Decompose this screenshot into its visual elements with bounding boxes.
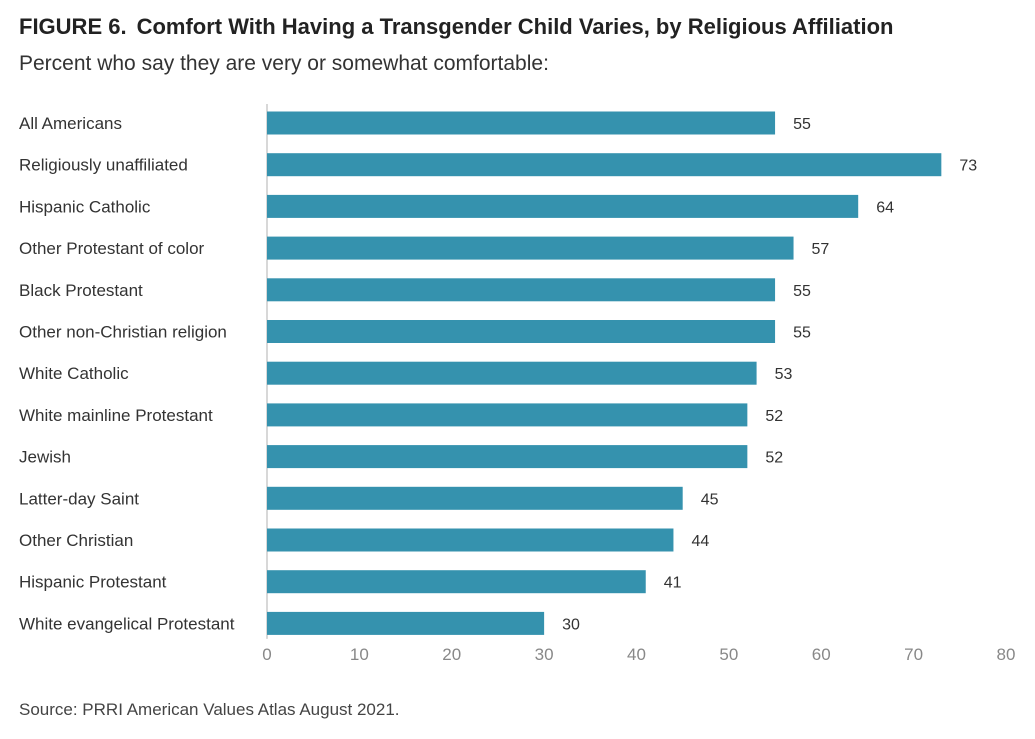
category-label: Jewish bbox=[19, 448, 71, 467]
bar bbox=[267, 361, 757, 385]
chart-title: Comfort With Having a Transgender Child … bbox=[136, 14, 894, 39]
figure-number: FIGURE 6. bbox=[19, 14, 127, 39]
figure-title: FIGURE 6. Comfort With Having a Transgend… bbox=[19, 14, 893, 40]
x-tick-label: 10 bbox=[350, 645, 369, 664]
bar bbox=[267, 194, 859, 218]
bar bbox=[267, 153, 942, 177]
x-tick-label: 20 bbox=[442, 645, 461, 664]
data-label: 55 bbox=[793, 116, 811, 133]
data-label: 52 bbox=[765, 408, 783, 425]
category-label: Hispanic Catholic bbox=[19, 197, 151, 216]
bar-chart: All Americans 55 Religiously unaffiliated 7… bbox=[19, 104, 1016, 664]
x-tick-label: 30 bbox=[535, 645, 554, 664]
bar bbox=[267, 570, 646, 594]
category-label: Other Christian bbox=[19, 531, 133, 550]
data-label: 44 bbox=[691, 533, 709, 550]
x-tick-label: 50 bbox=[719, 645, 738, 664]
bar bbox=[267, 111, 776, 135]
data-label: 30 bbox=[562, 616, 580, 633]
bar bbox=[267, 278, 776, 302]
category-label: White evangelical Protestant bbox=[19, 614, 235, 633]
data-label: 55 bbox=[793, 325, 811, 342]
bar bbox=[267, 445, 748, 469]
category-label: White mainline Protestant bbox=[19, 406, 213, 425]
category-label: Hispanic Protestant bbox=[19, 573, 167, 592]
bar bbox=[267, 486, 683, 510]
source-note: Source: PRRI American Values Atlas Augus… bbox=[19, 700, 400, 719]
bar bbox=[267, 403, 748, 427]
bar bbox=[267, 236, 794, 260]
data-label: 73 bbox=[959, 158, 977, 175]
x-tick-label: 0 bbox=[262, 645, 271, 664]
data-label: 41 bbox=[664, 575, 682, 592]
category-label: All Americans bbox=[19, 114, 122, 133]
bar bbox=[267, 528, 674, 552]
category-label: Latter-day Saint bbox=[19, 489, 139, 508]
x-tick-label: 40 bbox=[627, 645, 646, 664]
category-label: Other non-Christian religion bbox=[19, 323, 227, 342]
data-label: 53 bbox=[775, 366, 793, 383]
bar bbox=[267, 320, 776, 343]
category-label: Other Protestant of color bbox=[19, 239, 205, 258]
data-label: 52 bbox=[765, 450, 783, 467]
data-label: 64 bbox=[876, 199, 894, 216]
category-label: Black Protestant bbox=[19, 281, 143, 300]
data-label: 57 bbox=[812, 241, 830, 258]
x-tick-label: 70 bbox=[904, 645, 923, 664]
chart-subtitle: Percent who say they are very or somewha… bbox=[19, 52, 549, 75]
data-label: 45 bbox=[701, 491, 719, 508]
x-tick-label: 60 bbox=[812, 645, 831, 664]
bar bbox=[267, 611, 545, 635]
data-label: 55 bbox=[793, 283, 811, 300]
category-label: Religiously unaffiliated bbox=[19, 156, 188, 175]
category-label: White Catholic bbox=[19, 364, 129, 383]
x-tick-label: 80 bbox=[997, 645, 1016, 664]
